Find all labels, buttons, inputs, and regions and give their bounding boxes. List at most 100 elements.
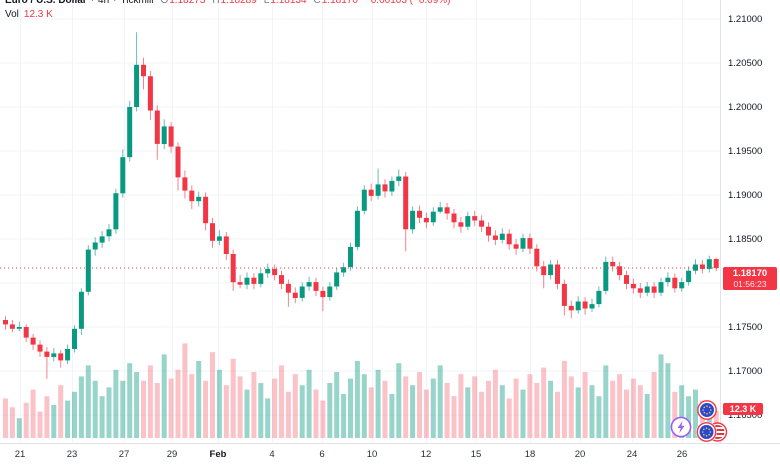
volume-bar <box>65 400 71 438</box>
price-scale[interactable]: 1.18170 01:56:23 12.3 K 1.21000 1.20500 1.… <box>720 0 780 443</box>
candle-body <box>568 305 574 311</box>
volume-bar <box>306 369 312 438</box>
eu-us-flag-pair-icon <box>696 421 728 443</box>
low-value: 1.18134 <box>270 0 307 6</box>
candle-body <box>37 344 43 352</box>
candle-body <box>410 210 416 230</box>
candle-body <box>223 236 229 254</box>
candle-body <box>354 210 360 247</box>
time-scale[interactable]: 21 23 27 29 Feb 4 6 10 12 15 18 20 24 26 <box>0 443 780 470</box>
candle-body <box>292 292 298 298</box>
candle-body <box>534 248 540 267</box>
candle-body <box>348 246 353 268</box>
candle-body <box>624 275 629 284</box>
symbol-name[interactable]: Euro / U.S. Dollar <box>5 0 87 6</box>
candle-body <box>617 266 623 276</box>
volume-bar <box>203 380 209 438</box>
volume-legend[interactable]: Vol 12.3 K <box>5 9 53 21</box>
volume-bar <box>313 389 319 438</box>
candle-body <box>72 328 77 349</box>
volume-bar <box>527 374 533 438</box>
candle-body <box>16 327 22 329</box>
candle-body <box>513 244 519 249</box>
timeframe-label[interactable]: 4h <box>98 0 110 6</box>
candle-body <box>127 107 133 158</box>
volume-bar <box>244 389 250 438</box>
candle-body <box>230 254 236 283</box>
open-label: O <box>160 0 169 6</box>
volume-bar <box>182 343 188 438</box>
volume-bar <box>444 383 450 438</box>
candle-body <box>596 290 602 305</box>
candle-body <box>210 223 215 241</box>
candle-body <box>686 270 692 283</box>
volume-bar <box>499 385 505 438</box>
candle-body <box>679 282 685 289</box>
candle-body <box>603 261 609 291</box>
candle-body <box>99 236 105 243</box>
volume-bar <box>16 418 22 438</box>
candle-body <box>106 229 112 237</box>
volume-badge: 12.3 K <box>723 402 763 415</box>
price-tick-label: 1.16500 <box>728 410 763 421</box>
candle-body <box>589 304 595 309</box>
candle-body <box>541 266 547 276</box>
time-tick-label: 15 <box>470 449 482 460</box>
volume-bar <box>672 391 678 438</box>
candle-body <box>313 282 319 291</box>
candle-body <box>361 189 367 211</box>
candle-body <box>437 207 443 212</box>
last-price-value: 1.18170 <box>732 268 768 280</box>
volume-bar <box>548 380 554 438</box>
candle-body <box>120 157 126 194</box>
volume-bar <box>658 354 664 438</box>
candle-body <box>30 337 36 345</box>
volume-bar <box>541 367 547 438</box>
volume-bar <box>189 374 195 438</box>
volume-bar <box>423 389 429 438</box>
candle-body <box>458 222 464 227</box>
volume-bar <box>78 376 84 438</box>
volume-bar <box>589 385 595 438</box>
volume-bar <box>285 391 291 438</box>
volume-bar <box>417 372 422 438</box>
eu-flag-icon <box>697 400 717 420</box>
candle-body <box>341 267 347 273</box>
candle-body <box>582 301 588 309</box>
candle-body <box>168 126 174 147</box>
time-tick-label: 24 <box>626 449 638 460</box>
volume-bar <box>341 394 347 438</box>
volume-bar <box>382 380 388 438</box>
volume-bar <box>582 372 588 438</box>
volume-bar <box>272 378 278 438</box>
candle-body <box>423 217 429 223</box>
lightning-bolt-icon <box>670 416 692 438</box>
candle-body <box>216 236 222 241</box>
candle-body <box>44 351 50 357</box>
time-tick-label: 21 <box>14 449 26 460</box>
chart-legend[interactable]: Euro / U.S. Dollar · 4h · Tickmill O1.18273 H1… <box>5 0 451 7</box>
time-tick-label: 23 <box>66 449 78 460</box>
economic-event-icon[interactable] <box>670 416 692 443</box>
volume-bar <box>624 389 629 438</box>
time-tick-label: 10 <box>366 449 378 460</box>
price-tick-label: 1.17000 <box>728 366 763 377</box>
volume-bar <box>534 383 540 438</box>
candle-body <box>561 283 567 306</box>
volume-bar <box>299 385 305 438</box>
time-tick-label: 29 <box>166 449 178 460</box>
candle-body <box>472 216 478 221</box>
close-label: C <box>313 0 321 6</box>
high-label: H <box>212 0 220 6</box>
volume-bar <box>23 402 29 438</box>
last-price-badge: 1.18170 01:56:23 <box>723 267 777 291</box>
volume-bar <box>617 374 623 438</box>
candle-body <box>465 216 471 227</box>
candle-body <box>658 282 664 293</box>
candlestick-chart[interactable] <box>0 0 722 443</box>
volume-bar <box>520 389 526 438</box>
candle-body <box>665 277 671 283</box>
close-value: 1.18170 <box>321 0 358 6</box>
volume-bar <box>175 369 181 438</box>
volume-bar <box>230 358 236 438</box>
